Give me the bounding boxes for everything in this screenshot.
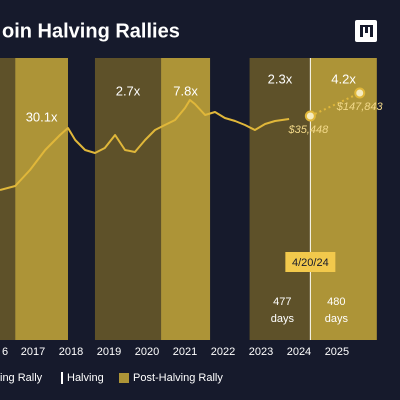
post-halving-rally-band: [161, 58, 211, 340]
x-tick-label: 2019: [97, 346, 121, 358]
legend-label: Post-Halving Rally: [133, 372, 223, 384]
halving-rally-band: [249, 58, 311, 340]
projection-line: [309, 92, 361, 117]
x-tick-label: 2024: [287, 346, 311, 358]
rally-multiple: 2.3x: [268, 71, 293, 86]
duration-value: 480: [327, 296, 345, 308]
plot: 2.7x 2.3x 30.1x 7.8x 4.2x 4/20/24 477 days 480 da…: [0, 58, 384, 340]
x-tick-label: 2025: [325, 346, 349, 358]
logo-glyph: [360, 25, 363, 37]
x-tick-label: 2021: [173, 346, 197, 358]
post-halving-rally-band: [15, 58, 68, 340]
projection-point: [304, 110, 316, 122]
halving-rally-band: [0, 58, 16, 340]
rally-multiple: 2.7x: [116, 83, 141, 98]
post-halving-rally-band: [310, 58, 377, 340]
bands: [0, 58, 377, 340]
x-tick-label: 2020: [135, 346, 159, 358]
rally-multiple: 7.8x: [173, 83, 198, 98]
x-tick-label: 2018: [59, 346, 83, 358]
logo-glyph: [365, 25, 368, 33]
halving-rally-band: [94, 58, 162, 340]
projection-point: [354, 87, 366, 99]
duration-value: 477: [273, 296, 291, 308]
x-tick-label: 2017: [21, 346, 45, 358]
halving-date-box: [285, 252, 336, 272]
projection-label: $35,448: [287, 124, 329, 136]
rally-multiple: 30.1x: [26, 109, 58, 124]
x-tick-label: 2022: [211, 346, 235, 358]
legend-swatch: [119, 373, 129, 383]
legend-label: ing Rally: [0, 372, 43, 384]
rally-multiple: 4.2x: [331, 71, 356, 86]
logo-glyph: [360, 25, 373, 27]
x-tick-label: 6: [2, 346, 8, 358]
price-line: [0, 99, 290, 191]
duration-unit: days: [271, 313, 295, 325]
halving-date: 4/20/24: [292, 257, 329, 269]
logo: [355, 20, 377, 42]
x-tick-label: 2023: [249, 346, 273, 358]
projection-label: $147,843: [336, 101, 384, 113]
duration-unit: days: [325, 313, 349, 325]
chart-title: oin Halving Rallies: [2, 20, 180, 42]
logo-glyph: [370, 25, 373, 37]
legend-label: Halving: [67, 372, 104, 384]
legend-swatch: [61, 372, 63, 384]
